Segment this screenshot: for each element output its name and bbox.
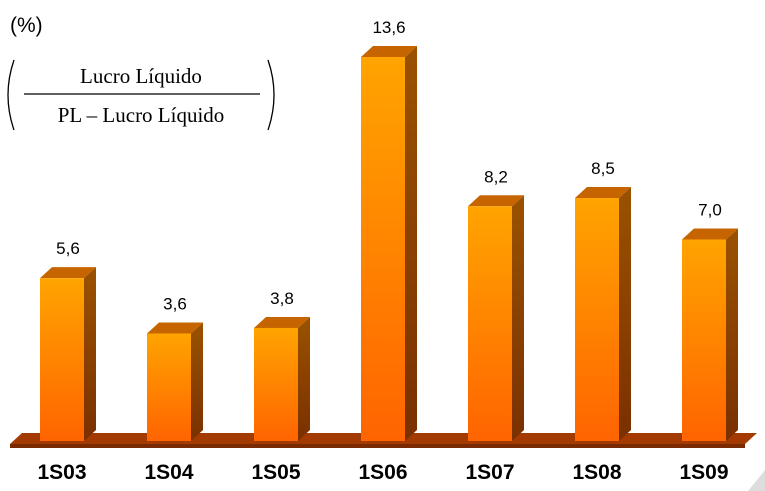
bar xyxy=(40,278,84,441)
bar-top xyxy=(147,322,203,334)
bar xyxy=(147,333,191,441)
value-label: 7,0 xyxy=(698,200,722,219)
bar-side xyxy=(84,267,96,441)
x-tick-label: 1S05 xyxy=(251,461,300,484)
corner xyxy=(748,470,765,491)
bar xyxy=(254,327,298,441)
x-tick-label: 1S03 xyxy=(37,461,86,484)
bar-top xyxy=(682,228,738,240)
x-tick-label: 1S09 xyxy=(679,461,728,484)
bar-top xyxy=(361,46,417,57)
value-label: 8,5 xyxy=(591,159,615,178)
formula-numerator: Lucro Líquido xyxy=(80,64,202,88)
bar-side xyxy=(619,187,631,441)
bar xyxy=(682,239,726,441)
value-label: 3,8 xyxy=(270,289,294,308)
bar xyxy=(468,206,512,441)
floor-edge xyxy=(10,444,745,448)
bar xyxy=(575,198,619,441)
bar-top xyxy=(254,316,310,328)
x-tick-label: 1S04 xyxy=(144,461,193,484)
bar xyxy=(361,57,405,441)
bar-side xyxy=(298,316,310,441)
value-label: 13,6 xyxy=(372,18,405,37)
x-tick-label: 1S06 xyxy=(358,461,407,484)
paren-right xyxy=(267,59,275,131)
x-tick-label: 1S08 xyxy=(572,461,621,484)
value-label: 3,6 xyxy=(163,294,187,313)
formula: Lucro Líquido PL – Lucro Líquido xyxy=(7,59,275,131)
value-label: 8,2 xyxy=(484,167,508,186)
formula-denominator: PL – Lucro Líquido xyxy=(58,103,225,127)
bar-side xyxy=(405,46,417,441)
bar-side xyxy=(191,322,203,441)
bar-top xyxy=(468,195,524,207)
paren-left xyxy=(7,59,15,131)
bar-side xyxy=(512,195,524,441)
x-tick-label: 1S07 xyxy=(465,461,514,484)
bar-top xyxy=(575,187,631,198)
value-label: 5,6 xyxy=(56,239,80,258)
bar-top xyxy=(40,267,96,279)
bar-side xyxy=(726,228,738,441)
chart-title: (%) xyxy=(10,14,43,37)
